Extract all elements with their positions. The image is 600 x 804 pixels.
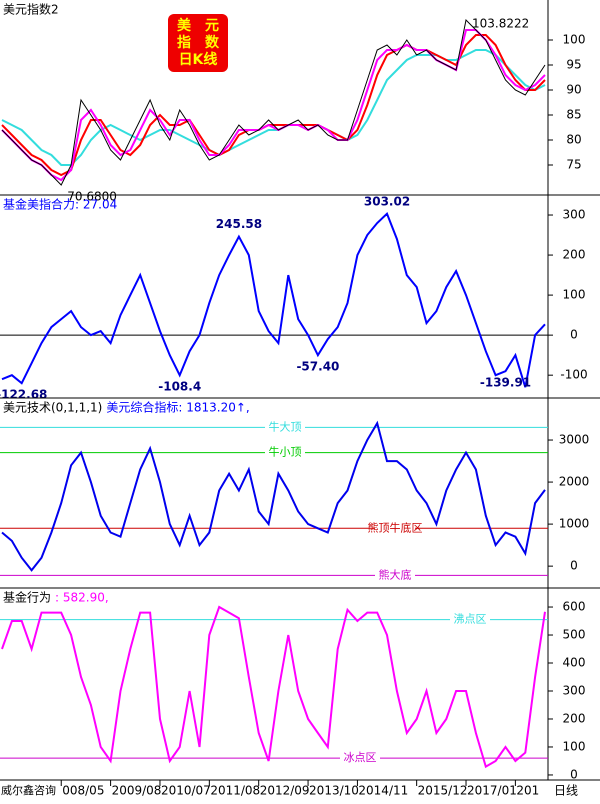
y-tick-label: 80 [566, 133, 581, 147]
y-tick-label: 300 [563, 208, 586, 222]
annotation: 103.8222 [472, 17, 529, 31]
badge-text: 日K线 [179, 51, 218, 68]
reference-label-bg [450, 612, 490, 627]
annotation: 70.6800 [67, 190, 117, 204]
series-line [1, 49, 546, 166]
panel-subtitle: : 582.90, [55, 591, 109, 605]
y-tick-label: 1000 [559, 517, 590, 531]
reference-label-bg [375, 521, 415, 536]
reference-label-bg [375, 568, 415, 583]
y-tick-label: 2000 [559, 475, 590, 489]
reference-label: 熊顶牛底区 [368, 520, 423, 534]
panel-title: 美元技术(0,1,1,1) [3, 401, 102, 415]
y-tick-label: 400 [563, 656, 586, 670]
y-tick-label: 100 [563, 33, 586, 47]
series-line [1, 212, 546, 388]
annotation: 245.58 [216, 217, 262, 231]
reference-label: 沸点区 [454, 613, 487, 626]
y-tick-label: 200 [563, 248, 586, 262]
reference-label: 牛大顶 [269, 419, 302, 433]
panel-title: 基金美指合力: 27.04 [3, 197, 117, 212]
y-tick-label: 0 [570, 328, 578, 342]
reference-label: 冰点区 [344, 751, 377, 764]
reference-label-bg [265, 420, 305, 435]
y-tick-label: 3000 [559, 433, 590, 447]
series-line [1, 18, 546, 186]
y-tick-label: 90 [566, 83, 581, 97]
annotation: -108.4 [158, 380, 201, 394]
period: 日线 [554, 784, 578, 798]
y-tick-label: 0 [570, 767, 578, 781]
y-tick-label: 0 [570, 559, 578, 573]
x-tick-label: 2015/12 [418, 784, 468, 798]
series-line [1, 605, 546, 769]
annotation: -139.91 [480, 376, 531, 390]
y-tick-label: 100 [563, 739, 586, 753]
y-tick-label: 600 [563, 600, 586, 614]
x-tick-label: 008/05 [62, 784, 104, 798]
x-tick-label: 2009/08 [112, 784, 162, 798]
y-tick-label: 200 [563, 711, 586, 725]
reference-label: 牛小顶 [269, 445, 302, 459]
panel-title: 美元指数2 [3, 2, 59, 17]
panel-subtitle: 美元综合指标: 1813.20↑, [106, 400, 249, 415]
badge-text: 美 元 [177, 17, 219, 34]
badge-text: 指 数 [177, 34, 220, 51]
y-tick-label: 300 [563, 683, 586, 697]
source: 威尔鑫咨询 [1, 783, 56, 797]
y-tick-label: 95 [566, 58, 581, 72]
series-line [1, 420, 546, 572]
y-tick-label: 85 [566, 108, 581, 122]
x-tick-label: 2017/01 [467, 784, 517, 798]
x-tick-label: 2012/09 [260, 784, 310, 798]
x-tick-label: 2011/08 [210, 784, 260, 798]
reference-label-bg [340, 751, 380, 766]
x-tick-label: 2010/07 [161, 784, 211, 798]
x-tick-label: 201 [516, 784, 539, 798]
y-tick-label: 100 [563, 288, 586, 302]
annotation: 303.02 [364, 194, 410, 208]
reference-label: 熊大底 [379, 567, 412, 581]
reference-label-bg [265, 445, 305, 460]
x-tick-label: 2014/11 [358, 784, 408, 798]
badge [168, 14, 228, 72]
annotation: -57.40 [296, 360, 339, 374]
x-tick-label: 2013/10 [309, 784, 359, 798]
panel-title: 基金行为 [3, 590, 51, 605]
y-tick-label: -100 [560, 368, 587, 382]
y-tick-label: 500 [563, 628, 586, 642]
y-tick-label: 75 [566, 158, 581, 172]
